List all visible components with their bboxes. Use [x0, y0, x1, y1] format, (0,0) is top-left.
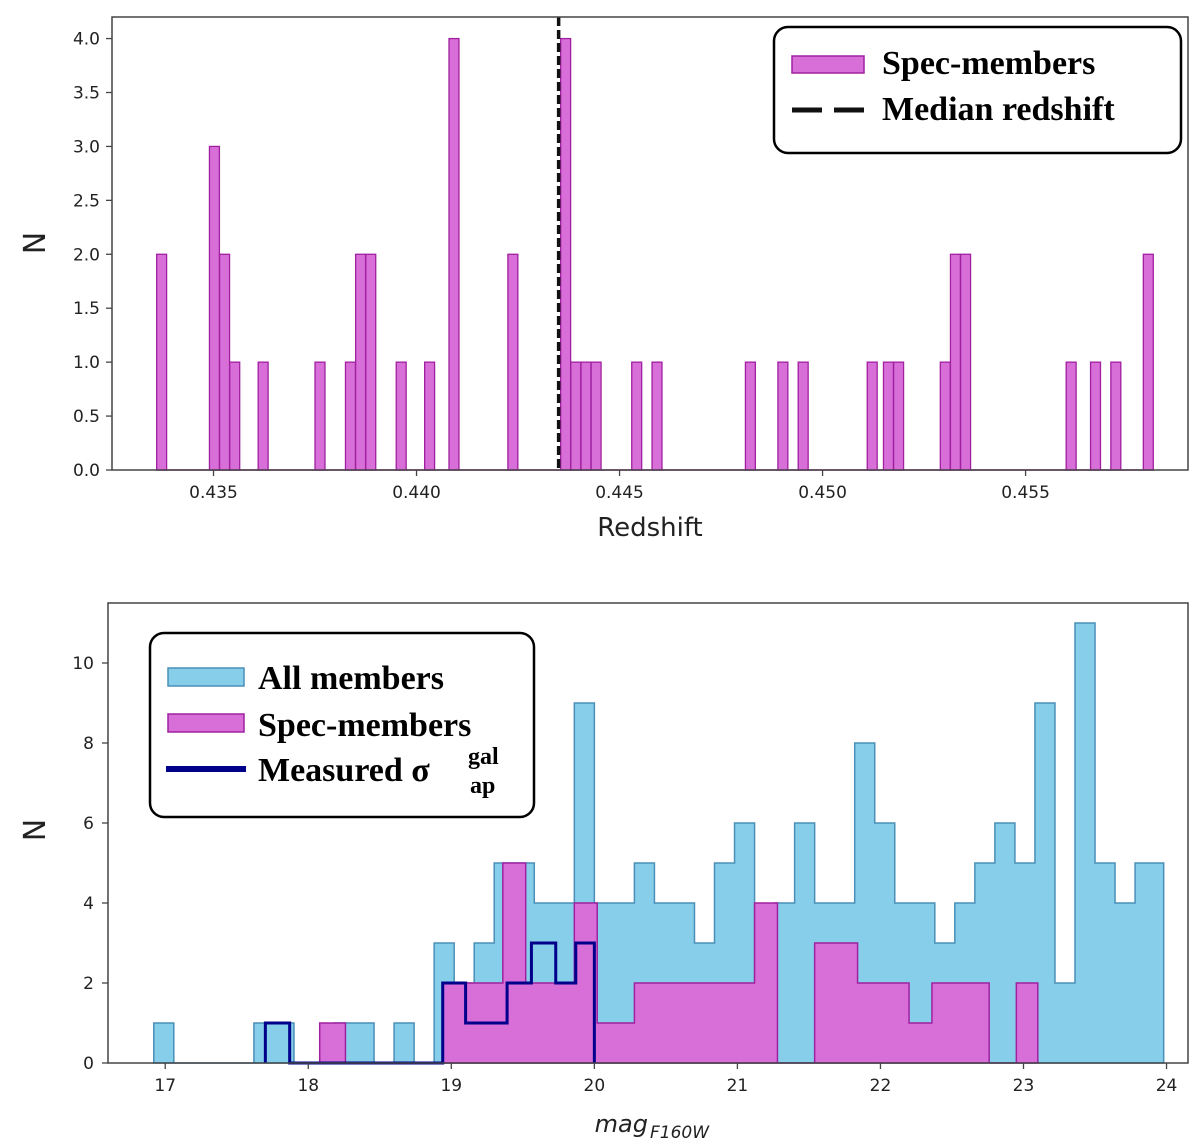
top-hist-bar — [1065, 361, 1077, 471]
bottom-legend-spec-label: Spec-members — [258, 707, 471, 744]
top-hist-bar — [580, 361, 592, 471]
bottom-x-tick-label: 22 — [870, 1076, 892, 1096]
top-y-tick-label: 3.0 — [73, 137, 100, 157]
top-hist-bar — [560, 37, 572, 471]
top-hist-bar — [208, 145, 221, 471]
bottom-legend-spec-swatch — [167, 713, 245, 733]
top-hist-bar — [882, 361, 895, 471]
top-hist-bar — [1110, 361, 1122, 471]
top-hist-bar — [354, 253, 367, 471]
top-y-tick-label: 3.5 — [73, 84, 100, 104]
bottom-y-axis-label: N — [18, 819, 53, 841]
bottom-x-tick-label: 20 — [584, 1076, 606, 1096]
top-legend: Spec-members Median redshift — [772, 25, 1183, 155]
bottom-legend-all-label: All members — [258, 660, 444, 697]
top-x-axis-label: Redshift — [597, 513, 703, 543]
top-x-tick-label: 0.440 — [392, 483, 441, 503]
top-hist-bar — [257, 361, 269, 471]
top-x-tick-label: 0.450 — [798, 483, 847, 503]
top-hist-bar — [651, 361, 663, 471]
top-y-tick-label: 4.0 — [73, 30, 100, 50]
top-legend-box — [772, 25, 1183, 155]
bottom-plot-frame — [107, 602, 1189, 1064]
top-hist-bar — [229, 361, 241, 471]
top-hist-bar — [631, 361, 643, 471]
top-chart: 0.435 0.440 0.445 0.450 0.455 0.0 0.5 1.0 1.5 2.… — [18, 16, 1189, 543]
bottom-x-tick-label: 24 — [1156, 1076, 1178, 1096]
top-y-tick-label: 2.0 — [73, 245, 100, 265]
bottom-x-axis-label-subscript: F160W — [650, 1123, 710, 1143]
top-hist-bar — [344, 361, 357, 471]
bottom-x-axis-label: mag — [595, 1110, 648, 1138]
bottom-x-tick-label: 21 — [727, 1076, 749, 1096]
top-hist-bar — [590, 361, 602, 471]
top-hist-bar — [744, 361, 757, 471]
top-legend-spec-swatch — [791, 55, 865, 74]
bottom-x-tick-label: 23 — [1013, 1076, 1035, 1096]
top-y-tick-label: 2.5 — [73, 191, 100, 211]
top-hist-bar — [156, 253, 168, 471]
bottom-y-tick-label: 8 — [83, 734, 94, 754]
top-x-tick-label: 0.435 — [189, 483, 238, 503]
bottom-y-tick-label: 6 — [83, 814, 94, 834]
top-hist-bar — [570, 361, 582, 471]
bottom-x-tick-label: 19 — [440, 1076, 462, 1096]
top-hist-bar — [939, 361, 951, 471]
top-x-axis-ticks: 0.435 0.440 0.445 0.450 0.455 — [189, 470, 1050, 503]
bottom-y-tick-label: 0 — [83, 1054, 94, 1074]
top-x-tick-label: 0.455 — [1001, 483, 1050, 503]
top-hist-bar — [959, 253, 972, 471]
top-plot-frame — [111, 16, 1189, 471]
top-hist-bar — [949, 253, 962, 471]
top-hist-bar — [1089, 361, 1102, 471]
top-y-axis-label: N — [18, 232, 53, 254]
top-hist-bar — [448, 37, 460, 471]
top-hist-bar — [314, 361, 326, 471]
top-hist-bar — [423, 361, 436, 471]
top-hist-bar — [1142, 253, 1154, 471]
top-y-tick-label: 0.0 — [73, 461, 100, 481]
top-hist-bar — [777, 361, 789, 471]
top-y-axis-ticks: 0.0 0.5 1.0 1.5 2.0 2.5 3.0 3.5 4.0 — [73, 30, 112, 481]
bottom-legend-measured-superscript: gal — [468, 744, 499, 770]
top-hist-bar — [866, 361, 878, 471]
bottom-y-axis-ticks: 0 2 4 6 8 10 — [72, 654, 108, 1074]
bottom-x-tick-label: 18 — [297, 1076, 319, 1096]
bottom-x-tick-label: 17 — [154, 1076, 176, 1096]
all-members-histogram — [153, 622, 1165, 1064]
top-hist-bar — [892, 361, 905, 471]
top-legend-spec-label: Spec-members — [882, 45, 1095, 82]
top-y-tick-label: 1.0 — [73, 353, 100, 373]
top-x-tick-label: 0.445 — [595, 483, 644, 503]
bottom-y-tick-label: 4 — [83, 894, 94, 914]
bottom-y-tick-label: 10 — [72, 654, 94, 674]
bottom-legend-measured-label: Measured σ — [258, 752, 430, 789]
bottom-legend-measured-subscript: ap — [470, 773, 495, 799]
top-hist-bar — [218, 253, 231, 471]
bottom-x-axis-ticks: 17 18 19 20 21 22 23 24 — [154, 1063, 1177, 1096]
top-hist-bar — [797, 361, 809, 471]
top-hist-bar — [507, 253, 519, 471]
top-y-tick-label: 0.5 — [73, 407, 100, 427]
spec-members-histogram — [318, 862, 1039, 1064]
top-y-tick-label: 1.5 — [73, 299, 100, 319]
bottom-legend-all-swatch — [167, 667, 245, 687]
top-hist-bar — [365, 253, 377, 471]
bottom-y-tick-label: 2 — [83, 974, 94, 994]
bottom-legend: All members Spec-members Measured σ gal … — [148, 631, 536, 819]
top-legend-median-label: Median redshift — [882, 91, 1115, 128]
top-hist-bar — [395, 361, 407, 471]
